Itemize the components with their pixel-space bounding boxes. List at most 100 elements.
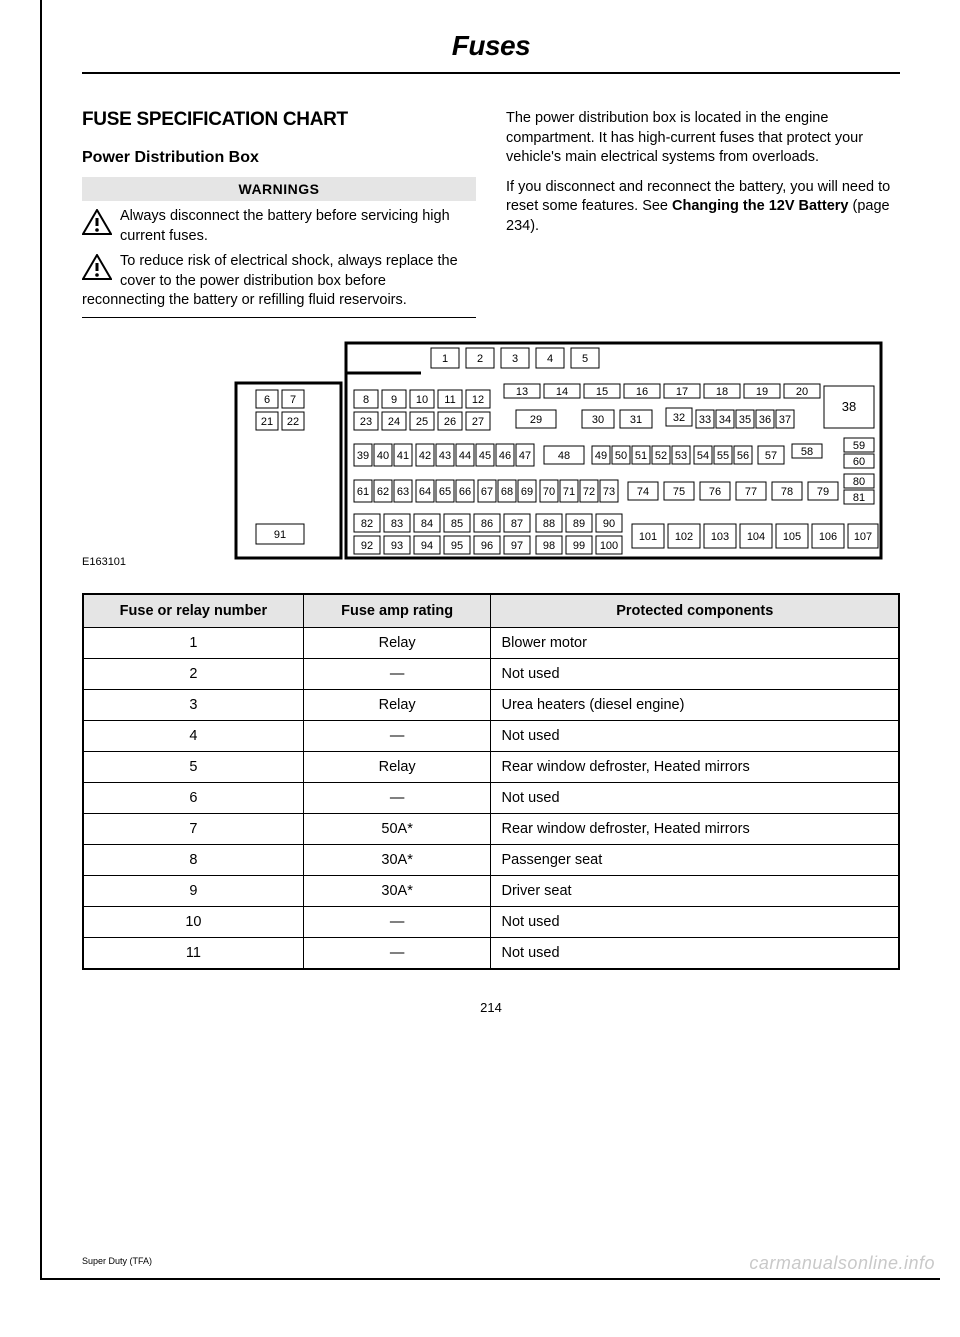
right-column: The power distribution box is located in… xyxy=(506,109,900,318)
table-cell: 1 xyxy=(83,627,303,658)
svg-text:1: 1 xyxy=(442,353,448,365)
svg-text:21: 21 xyxy=(261,416,273,428)
svg-text:37: 37 xyxy=(779,414,791,426)
table-cell: 30A* xyxy=(303,844,491,875)
svg-text:86: 86 xyxy=(481,518,493,530)
table-cell: 2 xyxy=(83,658,303,689)
svg-text:24: 24 xyxy=(388,416,400,428)
svg-text:88: 88 xyxy=(543,518,555,530)
svg-text:73: 73 xyxy=(603,486,615,498)
table-cell: 11 xyxy=(83,937,303,969)
table-cell: — xyxy=(303,906,491,937)
table-row: 11—Not used xyxy=(83,937,899,969)
table-header: Fuse amp rating xyxy=(303,594,491,628)
warning-triangle-icon xyxy=(82,209,112,235)
body-paragraph: The power distribution box is located in… xyxy=(506,109,900,168)
svg-text:45: 45 xyxy=(479,450,491,462)
svg-text:72: 72 xyxy=(583,486,595,498)
svg-text:55: 55 xyxy=(717,450,729,462)
svg-text:87: 87 xyxy=(511,518,523,530)
content-columns: FUSE SPECIFICATION CHART Power Distribut… xyxy=(82,109,900,318)
svg-text:82: 82 xyxy=(361,518,373,530)
svg-text:16: 16 xyxy=(636,386,648,398)
svg-text:61: 61 xyxy=(357,486,369,498)
table-cell: Urea heaters (diesel engine) xyxy=(491,689,899,720)
table-cell: Not used xyxy=(491,937,899,969)
table-cell: 30A* xyxy=(303,875,491,906)
svg-text:29: 29 xyxy=(530,414,542,426)
warnings-header: WARNINGS xyxy=(82,177,476,201)
svg-text:58: 58 xyxy=(801,446,813,458)
svg-text:39: 39 xyxy=(357,450,369,462)
svg-text:101: 101 xyxy=(639,531,657,543)
table-cell: Rear window defroster, Heated mirrors xyxy=(491,813,899,844)
svg-text:89: 89 xyxy=(573,518,585,530)
svg-text:90: 90 xyxy=(603,518,615,530)
svg-text:12: 12 xyxy=(472,394,484,406)
table-cell: — xyxy=(303,720,491,751)
table-cell: Driver seat xyxy=(491,875,899,906)
svg-text:79: 79 xyxy=(817,486,829,498)
svg-text:59: 59 xyxy=(853,440,865,452)
svg-text:62: 62 xyxy=(377,486,389,498)
svg-text:43: 43 xyxy=(439,450,451,462)
svg-text:10: 10 xyxy=(416,394,428,406)
svg-text:77: 77 xyxy=(745,486,757,498)
table-cell: — xyxy=(303,782,491,813)
table-cell: 6 xyxy=(83,782,303,813)
svg-text:26: 26 xyxy=(444,416,456,428)
svg-text:9: 9 xyxy=(391,394,397,406)
table-cell: Not used xyxy=(491,658,899,689)
svg-text:53: 53 xyxy=(675,450,687,462)
table-cell: 9 xyxy=(83,875,303,906)
diagram-id-label: E163101 xyxy=(82,556,126,568)
table-cell: — xyxy=(303,658,491,689)
table-row: 6—Not used xyxy=(83,782,899,813)
svg-text:36: 36 xyxy=(759,414,771,426)
section-title: FUSE SPECIFICATION CHART xyxy=(82,109,476,131)
svg-text:66: 66 xyxy=(459,486,471,498)
svg-text:7: 7 xyxy=(290,394,296,406)
watermark: carmanualsonline.info xyxy=(749,1253,935,1274)
svg-text:68: 68 xyxy=(501,486,513,498)
svg-text:70: 70 xyxy=(543,486,555,498)
table-cell: Blower motor xyxy=(491,627,899,658)
svg-text:91: 91 xyxy=(274,529,286,541)
svg-text:30: 30 xyxy=(592,414,604,426)
svg-text:22: 22 xyxy=(287,416,299,428)
table-cell: Relay xyxy=(303,751,491,782)
warning-text: To reduce risk of electrical shock, alwa… xyxy=(120,252,476,291)
svg-text:64: 64 xyxy=(419,486,431,498)
table-cell: Not used xyxy=(491,720,899,751)
svg-text:69: 69 xyxy=(521,486,533,498)
table-row: 4—Not used xyxy=(83,720,899,751)
warnings-end-rule xyxy=(82,317,476,318)
table-row: 5RelayRear window defroster, Heated mirr… xyxy=(83,751,899,782)
svg-text:4: 4 xyxy=(547,353,553,365)
table-cell: Relay xyxy=(303,627,491,658)
svg-text:35: 35 xyxy=(739,414,751,426)
warning-continuation: reconnecting the battery or refilling fl… xyxy=(82,291,476,311)
svg-text:32: 32 xyxy=(673,412,685,424)
svg-text:80: 80 xyxy=(853,476,865,488)
svg-text:63: 63 xyxy=(397,486,409,498)
chapter-title: Fuses xyxy=(82,30,900,74)
table-row: 10—Not used xyxy=(83,906,899,937)
svg-text:23: 23 xyxy=(360,416,372,428)
table-cell: Rear window defroster, Heated mirrors xyxy=(491,751,899,782)
svg-text:51: 51 xyxy=(635,450,647,462)
svg-text:8: 8 xyxy=(363,394,369,406)
left-column: FUSE SPECIFICATION CHART Power Distribut… xyxy=(82,109,476,318)
svg-text:74: 74 xyxy=(637,486,649,498)
svg-text:105: 105 xyxy=(783,531,801,543)
svg-text:94: 94 xyxy=(421,540,433,552)
svg-text:13: 13 xyxy=(516,386,528,398)
table-cell: 7 xyxy=(83,813,303,844)
svg-text:95: 95 xyxy=(451,540,463,552)
fuse-box-diagram: 1 2 3 4 5 6 7 21 22 8 9 10 xyxy=(82,338,900,568)
svg-text:104: 104 xyxy=(747,531,765,543)
table-cell: Relay xyxy=(303,689,491,720)
svg-text:5: 5 xyxy=(582,353,588,365)
svg-text:34: 34 xyxy=(719,414,731,426)
svg-text:92: 92 xyxy=(361,540,373,552)
